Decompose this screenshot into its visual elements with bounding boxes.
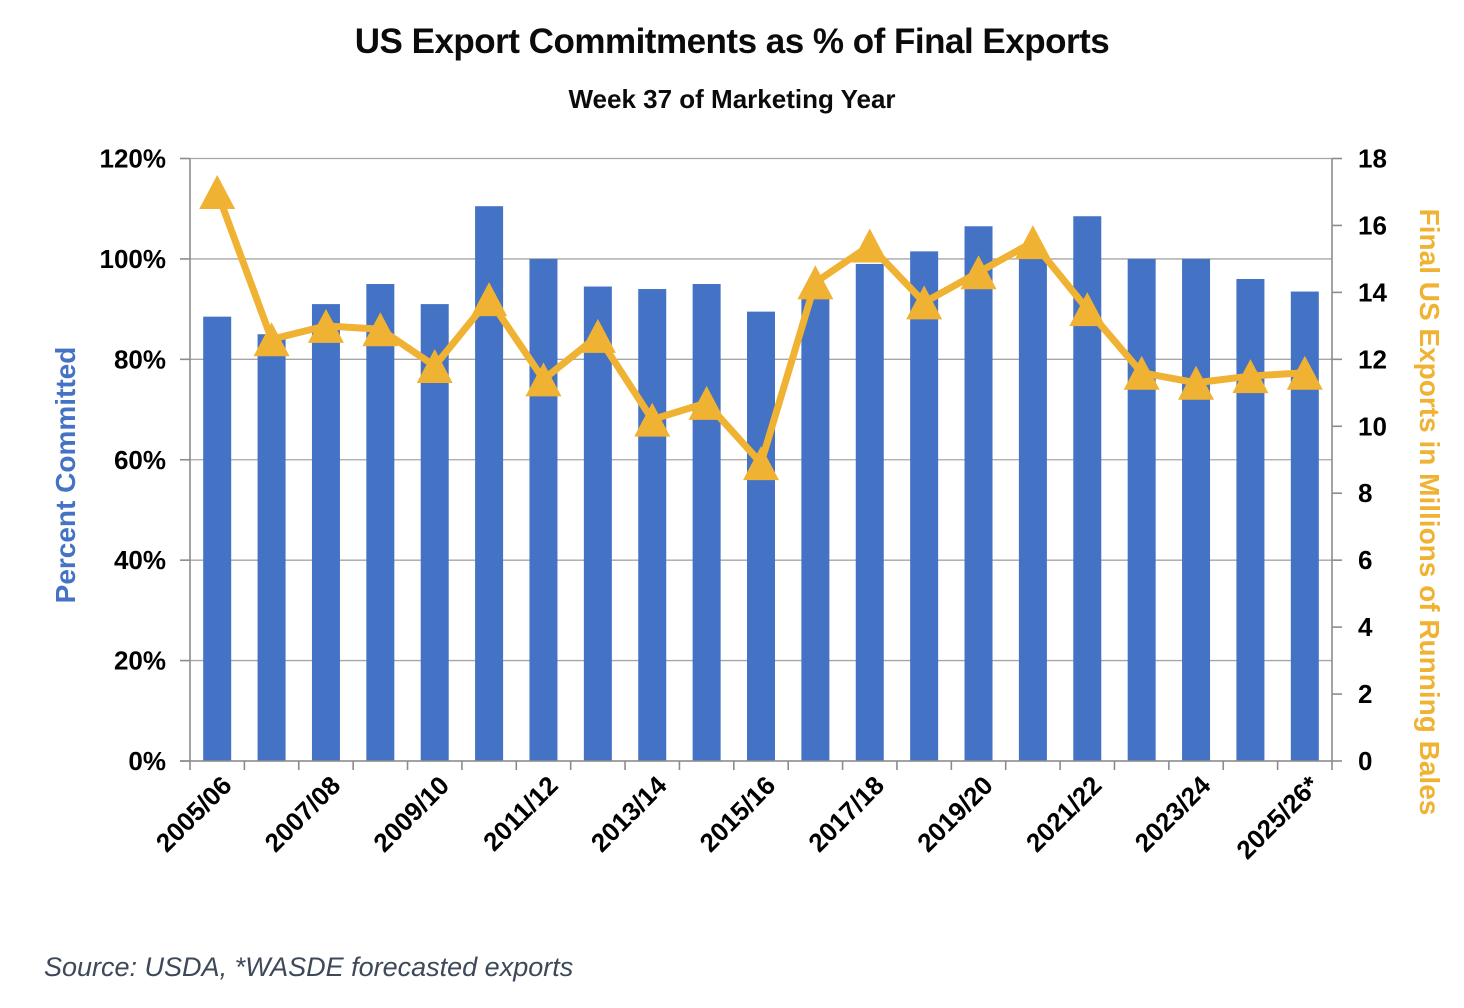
- left-axis-tick-label: 80%: [114, 344, 166, 374]
- right-axis-tick-label: 2: [1358, 679, 1372, 709]
- marker-2022/23: [1123, 355, 1160, 390]
- marker-2018/19: [906, 285, 943, 320]
- bar-2016/17: [801, 294, 830, 761]
- x-axis-label-group: 2005/06: [150, 770, 238, 858]
- right-axis-tick-label: 14: [1358, 277, 1387, 307]
- marker-2006/07: [253, 322, 290, 357]
- x-axis-tick-label: 2007/08: [259, 770, 347, 858]
- left-axis-tick-label: 120%: [100, 144, 167, 174]
- right-axis-tick-label: 18: [1358, 144, 1387, 174]
- marker-2016/17: [797, 265, 834, 300]
- bar-2022/23: [1127, 258, 1156, 761]
- x-axis-label-group: 2015/16: [694, 770, 782, 858]
- left-axis-tick-label: 60%: [114, 445, 166, 475]
- bar-2023/24: [1182, 258, 1211, 761]
- bar-2020/21: [1018, 256, 1047, 761]
- bar-2005/06: [203, 316, 232, 761]
- left-axis-tick-label: 40%: [114, 545, 166, 575]
- x-axis-tick-label: 2023/24: [1129, 770, 1217, 858]
- marker-2025/26*: [1286, 355, 1323, 390]
- marker-2007/08: [307, 308, 344, 343]
- marker-2012/13: [579, 318, 616, 353]
- marker-2017/18: [851, 228, 888, 263]
- x-axis-tick-label: 2011/12: [477, 770, 564, 857]
- bar-2015/16: [747, 311, 775, 761]
- right-axis-tick-label: 8: [1358, 478, 1372, 508]
- marker-2008/09: [362, 312, 399, 347]
- x-axis-label-group: 2007/08: [259, 770, 347, 858]
- x-axis-tick-label: 2015/16: [694, 770, 782, 858]
- bar-2008/09: [366, 284, 395, 761]
- marker-2013/14: [634, 402, 671, 437]
- marker-2010/11: [471, 282, 508, 317]
- chart-title: US Export Commitments as % of Final Expo…: [354, 22, 1110, 61]
- marker-2024/25: [1232, 359, 1269, 394]
- marker-2015/16: [743, 446, 779, 481]
- bar-2014/15: [692, 284, 721, 761]
- marker-2019/20: [960, 255, 997, 290]
- marker-2011/12: [525, 362, 562, 397]
- x-axis-label-group: 2013/14: [585, 770, 673, 858]
- left-axis-tick-label: 20%: [114, 646, 166, 676]
- right-axis-title: Final US Exports in Millions of Running …: [1414, 209, 1445, 816]
- right-axis-tick-label: 16: [1358, 210, 1387, 240]
- bar-2012/13: [583, 286, 612, 761]
- x-axis-tick-label: 2017/18: [802, 770, 890, 858]
- left-axis-tick-label: 0%: [128, 746, 166, 776]
- marker-2005/06: [199, 174, 236, 209]
- marker-2023/24: [1178, 365, 1215, 400]
- x-axis-tick-label: 2013/14: [585, 770, 673, 858]
- right-axis-tick-label: 6: [1358, 545, 1372, 575]
- right-axis-tick-label: 10: [1358, 411, 1387, 441]
- x-axis-label-group: 2011/12: [477, 770, 564, 857]
- x-axis-tick-label: 2025/26*: [1230, 769, 1325, 864]
- x-axis-label-group: 2019/20: [911, 770, 999, 858]
- bar-2017/18: [855, 263, 884, 761]
- left-axis-tick-label: 100%: [100, 244, 167, 274]
- bar-2007/08: [311, 304, 340, 761]
- right-axis-tick-label: 12: [1358, 344, 1387, 374]
- bar-2019/20: [964, 226, 993, 761]
- bar-2011/12: [529, 258, 558, 761]
- marker-2021/22: [1069, 292, 1106, 327]
- x-axis-label-group: 2017/18: [802, 770, 890, 858]
- bar-2006/07: [257, 334, 286, 761]
- right-axis-tick-label: 0: [1358, 746, 1372, 776]
- marker-2009/10: [416, 349, 453, 384]
- marker-2020/21: [1014, 225, 1051, 260]
- x-axis-tick-label: 2021/22: [1020, 770, 1108, 858]
- bar-2013/14: [638, 289, 667, 761]
- x-axis-label-group: 2021/22: [1020, 770, 1108, 858]
- chart-subtitle: Week 37 of Marketing Year: [568, 84, 896, 114]
- x-axis-label-group: 2025/26*: [1230, 769, 1325, 864]
- right-axis-tick-label: 4: [1358, 612, 1373, 642]
- x-axis-tick-label: 2005/06: [150, 770, 238, 858]
- x-axis-tick-label: 2009/10: [367, 770, 455, 858]
- bar-2024/25: [1236, 279, 1265, 761]
- left-axis-title: Percent Committed: [50, 347, 81, 604]
- x-axis-label-group: 2009/10: [367, 770, 455, 858]
- x-axis-label-group: 2023/24: [1129, 770, 1217, 858]
- bar-2018/19: [910, 251, 939, 761]
- source-note: Source: USDA, *WASDE forecasted exports: [44, 952, 574, 982]
- x-axis-tick-label: 2019/20: [911, 770, 999, 858]
- marker-2014/15: [688, 385, 725, 420]
